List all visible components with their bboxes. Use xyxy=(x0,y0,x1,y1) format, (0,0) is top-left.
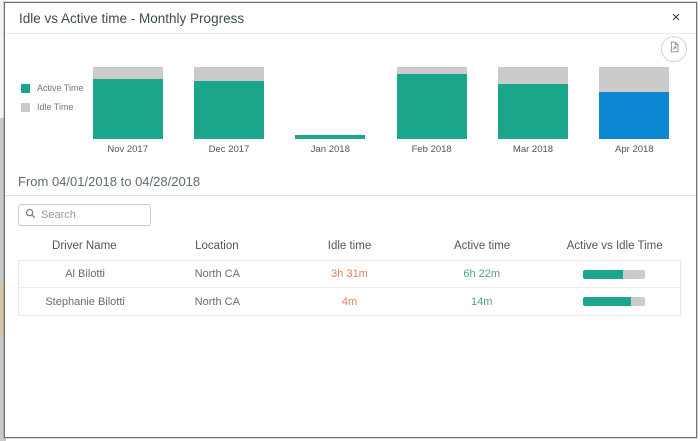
active-time-segment xyxy=(193,81,264,139)
legend-swatch-icon xyxy=(21,83,30,93)
month-label: Feb 2018 xyxy=(411,144,452,155)
active-fill xyxy=(582,269,623,279)
column-header: Idle time xyxy=(327,240,372,252)
search-box[interactable] xyxy=(18,204,151,226)
active-time-cell: 14m xyxy=(471,295,493,308)
column-header: Active time xyxy=(453,240,511,252)
active-vs-idle-cell xyxy=(548,269,680,279)
active-time-segment xyxy=(92,79,163,139)
bar-area xyxy=(193,67,264,139)
bar-area xyxy=(295,67,366,139)
monthly-stacked-bar-chart: Nov 2017 Dec 2017 Jan 2018 Feb 2018 Mar 2018… xyxy=(77,67,685,159)
idle-time-segment xyxy=(396,67,467,74)
chart-bar-apr-2018[interactable]: Apr 2018 xyxy=(584,67,685,159)
active-time-segment xyxy=(295,135,366,139)
driver-name-cell: Al Bilotti xyxy=(65,268,105,280)
legend-label: Active Time xyxy=(37,83,84,93)
drivers-table: Al Bilotti North CA 3h 31m 6h 22m Stephanie … xyxy=(18,260,681,316)
active-time-segment xyxy=(396,74,467,139)
active-vs-idle-bar xyxy=(582,269,645,279)
chart-legend: Active Time Idle Time xyxy=(21,83,84,121)
bar-area xyxy=(497,67,568,139)
monthly-progress-dialog: Idle vs Active time - Monthly Progress ×… xyxy=(4,2,697,438)
idle-time-segment xyxy=(193,67,264,81)
close-icon[interactable]: × xyxy=(671,9,681,26)
chart-bar-jan-2018[interactable]: Jan 2018 xyxy=(280,67,381,159)
legend-item-active-time[interactable]: Active Time xyxy=(21,83,84,93)
month-label: Dec 2017 xyxy=(208,144,250,155)
legend-swatch-icon xyxy=(21,102,30,112)
active-vs-idle-cell xyxy=(548,297,680,306)
idle-time-segment xyxy=(497,67,568,84)
active-time-segment-selected xyxy=(599,92,670,139)
month-label: Mar 2018 xyxy=(512,144,554,155)
legend-label: Idle Time xyxy=(37,102,74,112)
location-cell: North CA xyxy=(194,268,240,280)
month-label: Apr 2018 xyxy=(615,144,654,155)
month-label: Nov 2017 xyxy=(107,144,148,155)
active-time-cell: 6h 22m xyxy=(463,268,501,280)
column-header: Active vs Idle Time xyxy=(566,240,663,252)
driver-name-cell: Stephanie Bilotti xyxy=(45,295,125,308)
active-fill xyxy=(582,297,632,306)
export-report-button[interactable] xyxy=(661,36,687,62)
chart-bar-nov-2017[interactable]: Nov 2017 xyxy=(77,67,178,159)
idle-time-cell: 3h 31m xyxy=(331,268,368,280)
background-page-sliver-gray xyxy=(0,118,6,441)
bar-area xyxy=(599,67,670,139)
month-label: Jan 2018 xyxy=(310,144,350,155)
dialog-header: Idle vs Active time - Monthly Progress × xyxy=(5,3,696,34)
table-row[interactable]: Al Bilotti North CA 3h 31m 6h 22m xyxy=(19,261,680,288)
chart-bar-mar-2018[interactable]: Mar 2018 xyxy=(482,67,583,159)
idle-time-segment xyxy=(92,67,163,79)
table-row[interactable]: Stephanie Bilotti North CA 4m 14m xyxy=(19,288,680,315)
bar-area xyxy=(92,67,163,139)
export-file-icon xyxy=(667,40,681,59)
legend-item-idle-time[interactable]: Idle Time xyxy=(21,102,84,112)
chart-bar-dec-2017[interactable]: Dec 2017 xyxy=(178,67,279,159)
date-range-label: From 04/01/2018 to 04/28/2018 xyxy=(18,174,201,189)
section-divider xyxy=(5,195,696,196)
chart-bar-feb-2018[interactable]: Feb 2018 xyxy=(381,67,482,159)
search-input[interactable] xyxy=(41,209,144,221)
location-cell: North CA xyxy=(194,295,240,308)
search-icon xyxy=(25,206,36,224)
active-time-segment xyxy=(497,84,568,139)
idle-time-segment xyxy=(599,67,670,92)
dialog-title: Idle vs Active time - Monthly Progress xyxy=(19,11,245,26)
column-header: Driver Name xyxy=(52,240,117,252)
background-page-sliver-tan xyxy=(0,283,6,335)
idle-time-cell: 4m xyxy=(341,295,358,308)
bar-area xyxy=(396,67,467,139)
active-vs-idle-bar xyxy=(582,297,645,306)
column-header: Location xyxy=(195,240,239,252)
table-header-row: Driver Name Location Idle time Active time A… xyxy=(18,240,681,252)
